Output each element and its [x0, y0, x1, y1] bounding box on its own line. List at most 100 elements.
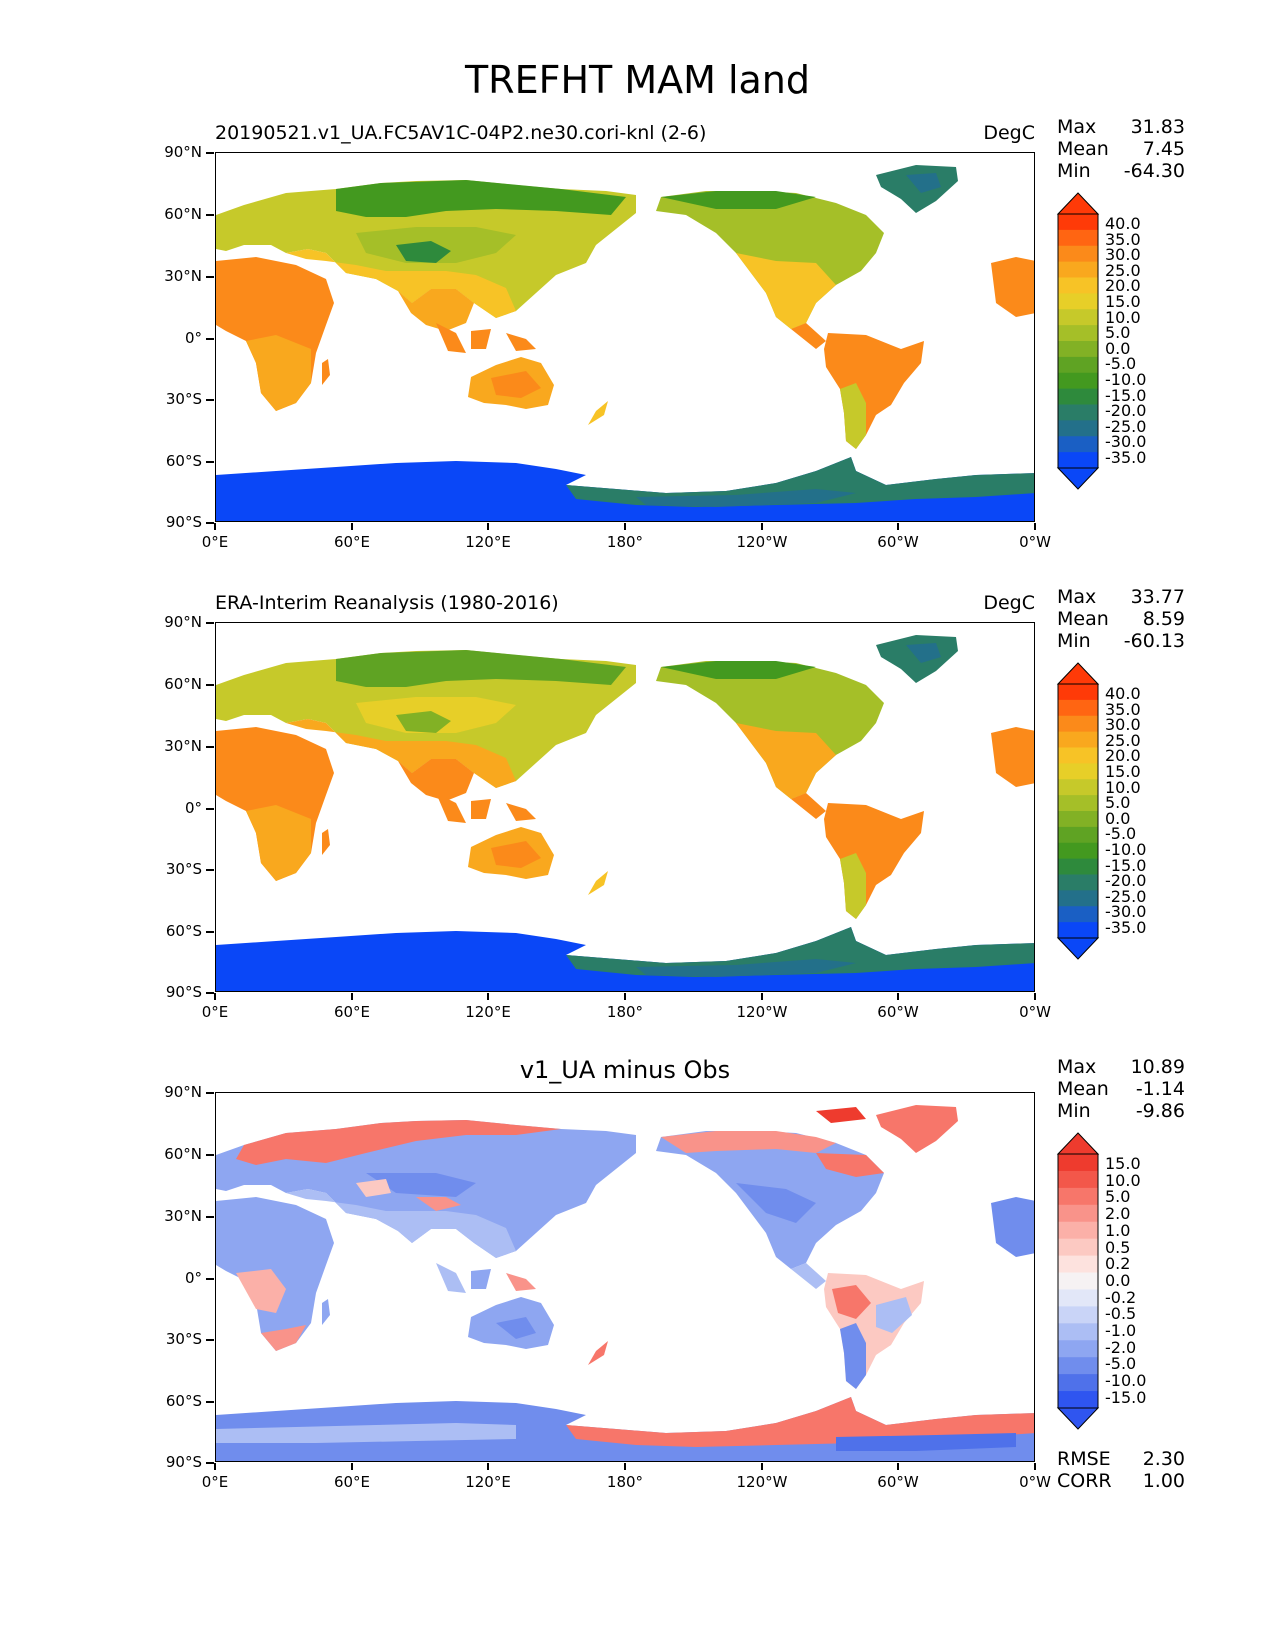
stat-value: -9.86 [1135, 1100, 1185, 1122]
ytick-label: 30°N [150, 737, 214, 755]
ytick-label: 30°N [150, 1207, 214, 1225]
colorbar-tick: -30.0 [1105, 432, 1147, 452]
stat-value: 31.83 [1130, 116, 1185, 138]
colorbar-tick: 40.0 [1105, 214, 1141, 233]
colorbar-tick: 1.0 [1105, 1220, 1131, 1240]
colorbar-tick: -10.0 [1105, 369, 1147, 389]
colorbar-segment [1058, 452, 1098, 469]
stat-value: 1.00 [1142, 1470, 1185, 1492]
ytick-label: 60°S [150, 1392, 214, 1410]
xtick-label: 60°W [858, 1463, 938, 1491]
ytick-label: 90°S [150, 983, 214, 1001]
colorbar-tick: 15.0 [1105, 1154, 1141, 1173]
stat-value: 2.30 [1142, 1448, 1185, 1470]
stat-label: Min [1057, 160, 1091, 182]
xtick-label: 120°W [722, 1463, 802, 1491]
colorbar-tick: 40.0 [1105, 684, 1141, 703]
stat-value: -60.13 [1123, 630, 1185, 652]
xtick-label: 0°W [995, 993, 1075, 1021]
colorbar-ticks: 40.0 35.0 30.0 25.0 20.0 15.0 10.0 5.0 0… [1105, 686, 1146, 936]
xtick-label: 120°E [448, 523, 528, 551]
colorbar-segment [1058, 1374, 1098, 1392]
ytick-label: 90°S [150, 1453, 214, 1471]
colorbar-frame [1057, 213, 1099, 469]
colorbar-segment [1058, 1323, 1098, 1341]
colorbar [1055, 662, 1101, 960]
stat-label: RMSE [1057, 1448, 1111, 1470]
panel-title-center: v1_UA minus Obs [519, 1056, 731, 1084]
colorbar-tick: -0.5 [1105, 1304, 1137, 1324]
colorbar-tick: 0.5 [1105, 1237, 1131, 1257]
xtick-label: 180° [585, 523, 665, 551]
colorbar-tick: -15.0 [1105, 1387, 1147, 1407]
ytick-label: 0° [150, 799, 214, 817]
colorbar-tick: 5.0 [1105, 1187, 1131, 1207]
panel-title-left: ERA-Interim Reanalysis (1980-2016) [215, 592, 559, 614]
colorbar-segment [1058, 325, 1098, 342]
colorbar-segment [1058, 906, 1098, 923]
colorbar-segment [1058, 731, 1098, 748]
colorbar-segment [1058, 1170, 1098, 1189]
colorbar-tick: -5.0 [1105, 824, 1137, 844]
ytick-label: 90°N [150, 143, 214, 161]
colorbar-segment [1058, 1238, 1098, 1257]
stat-label: Min [1057, 630, 1091, 652]
stat-value: 7.45 [1142, 138, 1185, 160]
xtick-label: 0°E [175, 993, 255, 1021]
ytick-label: 30°S [150, 860, 214, 878]
rmse-corr-box: RMSE 2.30 CORR 1.00 [1057, 1448, 1185, 1492]
colorbar-extend-max [1056, 662, 1100, 685]
panel-title-left: 20190521.v1_UA.FC5AV1C-04P2.ne30.cori-kn… [215, 122, 707, 144]
colorbar-segment [1058, 420, 1098, 437]
ytick-label: 60°S [150, 922, 214, 940]
figure-title: TREFHT MAM land [464, 58, 811, 102]
panel-obs: ERA-Interim Reanalysis (1980-2016) DegC … [0, 586, 1275, 1046]
xtick-label: 60°E [312, 523, 392, 551]
colorbar-tick: 5.0 [1105, 323, 1131, 343]
ytick-label: 0° [150, 1269, 214, 1287]
stats-box: Max 10.89 Mean -1.14 Min -9.86 [1057, 1056, 1185, 1122]
xtick-label: 60°W [858, 993, 938, 1021]
colorbar-tick: -15.0 [1105, 855, 1147, 875]
colorbar-tick: -15.0 [1105, 385, 1147, 405]
colorbar-tick: -35.0 [1105, 447, 1147, 467]
colorbar-tick: 35.0 [1105, 699, 1141, 719]
stat-label: Max [1057, 586, 1097, 608]
ytick-label: 60°N [150, 1145, 214, 1163]
colorbar-tick: 15.0 [1105, 291, 1141, 311]
colorbar-segment [1058, 922, 1098, 939]
colorbar-tick: -5.0 [1105, 1354, 1137, 1374]
colorbar-tick: -35.0 [1105, 917, 1147, 937]
colorbar-segment [1058, 1340, 1098, 1358]
ytick-label: 90°S [150, 513, 214, 531]
colorbar-ticks: 15.0 10.0 5.0 2.0 1.0 0.5 0.2 0.0 -0.2 -… [1105, 1154, 1147, 1407]
colorbar-tick: 0.2 [1105, 1254, 1131, 1274]
colorbar-segment [1058, 842, 1098, 860]
ytick-label: 30°N [150, 267, 214, 285]
stat-value: 33.77 [1130, 586, 1185, 608]
ytick-label: 90°N [150, 1083, 214, 1101]
colorbar-segment [1058, 341, 1098, 358]
colorbar-segment [1058, 1154, 1098, 1172]
stat-label: CORR [1057, 1470, 1112, 1492]
colorbar-extend-max [1056, 1132, 1100, 1155]
panel-units: DegC [983, 592, 1035, 614]
colorbar-tick: -0.2 [1105, 1287, 1137, 1307]
ytick-label: 60°S [150, 452, 214, 470]
xtick-label: 180° [585, 1463, 665, 1491]
colorbar-segment [1058, 261, 1098, 278]
colorbar-segment [1058, 699, 1098, 717]
xtick-label: 180° [585, 993, 665, 1021]
colorbar-segment [1058, 404, 1098, 421]
colorbar-tick: -20.0 [1105, 871, 1147, 891]
map-plot [215, 1092, 1035, 1462]
colorbar-extend-min [1056, 1407, 1100, 1430]
colorbar-segment [1058, 245, 1098, 263]
colorbar-tick: 0.0 [1105, 338, 1131, 358]
colorbar-segment [1058, 1255, 1098, 1274]
colorbar-tick: 10.0 [1105, 777, 1141, 797]
panel-units: DegC [983, 122, 1035, 144]
colorbar-tick: -5.0 [1105, 354, 1137, 374]
stats-box: Max 31.83 Mean 7.45 Min -64.30 [1057, 116, 1185, 182]
stat-label: Mean [1057, 608, 1109, 630]
